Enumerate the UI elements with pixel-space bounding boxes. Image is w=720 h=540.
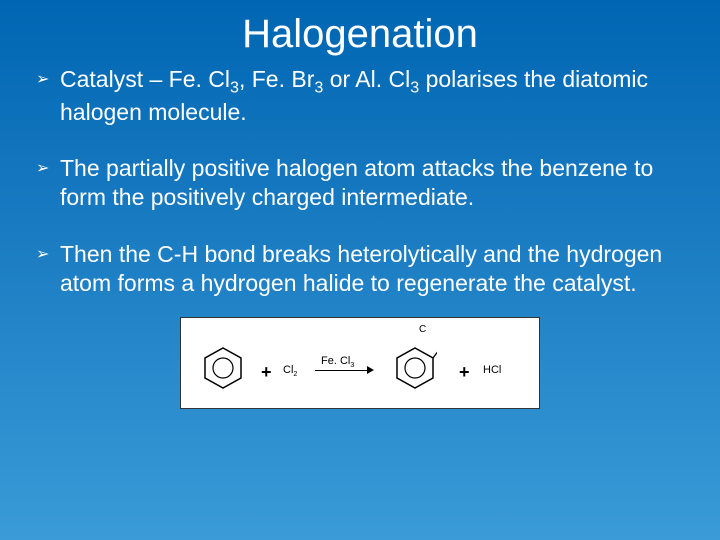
bullet-item: ➢ Catalyst – Fe. Cl3, Fe. Br3 or Al. Cl3… [36,65,684,126]
byproduct-label: HCl [483,364,501,376]
plus-symbol: + [261,362,272,383]
bullet-marker: ➢ [36,240,60,265]
slide-title: Halogenation [0,0,720,65]
bullet-marker: ➢ [36,154,60,179]
benzene-product-icon [393,346,437,390]
bullet-item: ➢ The partially positive halogen atom at… [36,154,684,212]
bullet-text: Then the C-H bond breaks heterolytically… [60,240,684,298]
substituent-label: C [419,324,426,335]
reaction-diagram: + Cl2 Fe. Cl3 C + HCl [180,317,540,409]
plus-symbol: + [459,362,470,383]
benzene-icon [201,346,245,390]
bullet-list: ➢ Catalyst – Fe. Cl3, Fe. Br3 or Al. Cl3… [0,65,720,297]
reagent-label: Cl2 [283,364,297,378]
catalyst-label: Fe. Cl3 [321,355,354,369]
reaction-arrow [315,370,367,371]
bullet-text: Catalyst – Fe. Cl3, Fe. Br3 or Al. Cl3 p… [60,65,684,126]
bullet-text: The partially positive halogen atom atta… [60,154,684,212]
arrow-head-icon [367,366,374,374]
bullet-marker: ➢ [36,65,60,90]
bullet-item: ➢ Then the C-H bond breaks heterolytical… [36,240,684,298]
